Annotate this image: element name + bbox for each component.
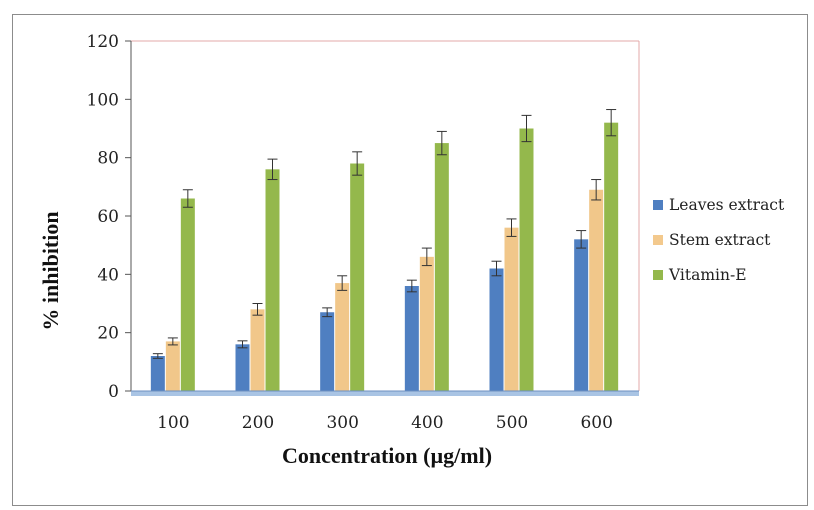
legend-label: Stem extract (669, 231, 771, 249)
legend-swatch (653, 200, 663, 210)
bar (489, 268, 504, 391)
y-axis-title: % inhibition (38, 211, 63, 330)
x-axis-title: Concentration (µg/ml) (282, 443, 492, 468)
legend: Leaves extract Stem extract Vitamin-E (653, 196, 785, 284)
y-tick-label: 120 (87, 32, 119, 52)
bar (350, 163, 365, 391)
bar-chart: 0 20 40 60 80 100 120 100 200 300 400 500 600 % inhi… (38, 32, 785, 468)
legend-swatch (653, 270, 663, 280)
y-tick-label: 60 (97, 207, 119, 227)
legend-label: Leaves extract (669, 196, 785, 214)
y-tick-label: 20 (97, 324, 119, 344)
bar (519, 128, 534, 391)
bar (434, 143, 449, 391)
bar (404, 286, 419, 391)
bar (604, 122, 619, 392)
x-tick-label: 200 (242, 413, 274, 433)
x-tick-label: 300 (326, 413, 358, 433)
y-tick-label: 100 (87, 90, 119, 110)
bar (180, 198, 195, 391)
bar (265, 169, 280, 391)
y-tick-label: 40 (97, 265, 119, 285)
x-tick-label: 100 (157, 413, 189, 433)
bar (250, 309, 265, 391)
bar (150, 356, 165, 391)
bar (335, 283, 350, 391)
x-tick-label: 600 (580, 413, 612, 433)
x-tick-label: 500 (496, 413, 528, 433)
y-tick-label: 0 (108, 382, 119, 402)
bar (504, 227, 519, 391)
bar (574, 239, 589, 391)
y-tick-label: 80 (97, 149, 119, 169)
legend-swatch (653, 235, 663, 245)
bar (235, 344, 250, 391)
x-tick-label: 400 (411, 413, 443, 433)
bar (589, 189, 604, 391)
bar (165, 341, 180, 391)
chart-frame: 0 20 40 60 80 100 120 100 200 300 400 500 600 % inhi… (12, 14, 808, 506)
bar (320, 312, 335, 391)
legend-label: Vitamin-E (668, 266, 747, 284)
bar (419, 256, 434, 391)
x-axis-band (131, 391, 639, 396)
plot-area: 0 20 40 60 80 100 120 100 200 300 400 500 600 (87, 32, 640, 433)
